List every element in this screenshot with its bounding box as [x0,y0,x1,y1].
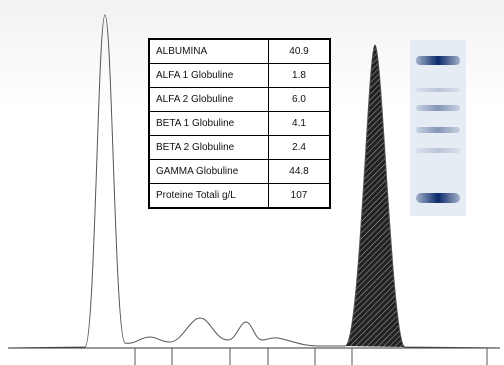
screen: ALBUMINA40.9ALFA 1 Globuline1.8ALFA 2 Gl… [0,0,504,365]
fraction-value: 6.0 [269,88,331,112]
fraction-name: ALFA 1 Globuline [149,64,269,88]
fraction-name: BETA 1 Globuline [149,112,269,136]
fraction-value: 107 [269,184,331,209]
fraction-value: 2.4 [269,136,331,160]
fraction-name: BETA 2 Globuline [149,136,269,160]
fraction-value: 40.9 [269,39,331,64]
fraction-value: 1.8 [269,64,331,88]
gel-strip [410,40,466,216]
fraction-value: 4.1 [269,112,331,136]
fraction-value: 44.8 [269,160,331,184]
fraction-name: ALFA 2 Globuline [149,88,269,112]
fraction-name: GAMMA Globuline [149,160,269,184]
fraction-name: Proteine Totali g/L [149,184,269,209]
fraction-name: ALBUMINA [149,39,269,64]
